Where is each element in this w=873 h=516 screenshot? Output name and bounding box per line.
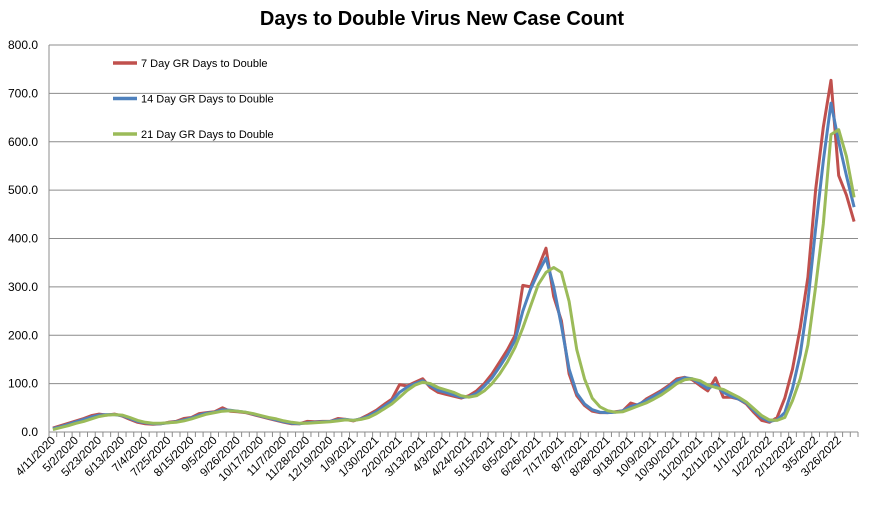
y-axis: 0.0 100.0 200.0 300.0 400.0 500.0 600.0 700.0 80… xyxy=(8,38,38,439)
gridlines xyxy=(49,44,858,385)
legend-label-1: 7 Day GR Days to Double xyxy=(141,58,268,70)
y-tick-label: 800.0 xyxy=(8,38,38,52)
legend-label-2: 14 Day GR Days to Double xyxy=(141,94,274,106)
series-lines xyxy=(52,78,856,432)
y-tick-label: 100.0 xyxy=(8,377,38,391)
y-tick-label: 500.0 xyxy=(8,183,38,197)
y-tick-label: 600.0 xyxy=(8,135,38,149)
y-tick-label: 400.0 xyxy=(8,232,38,246)
legend: 7 Day GR Days to Double 14 Day GR Days to… xyxy=(113,58,274,141)
y-tick-label: 700.0 xyxy=(8,86,38,100)
y-tick-label: 200.0 xyxy=(8,328,38,342)
x-axis: 4/11/20205/2/20205/23/20206/13/20207/4/2… xyxy=(14,45,859,484)
y-tick-label: 300.0 xyxy=(8,280,38,294)
y-tick-label: 0.0 xyxy=(21,425,38,439)
legend-label-3: 21 Day GR Days to Double xyxy=(141,129,274,141)
chart-title: Days to Double Virus New Case Count xyxy=(260,8,624,30)
series-line-3 xyxy=(52,128,856,432)
series-line-2 xyxy=(52,101,856,431)
